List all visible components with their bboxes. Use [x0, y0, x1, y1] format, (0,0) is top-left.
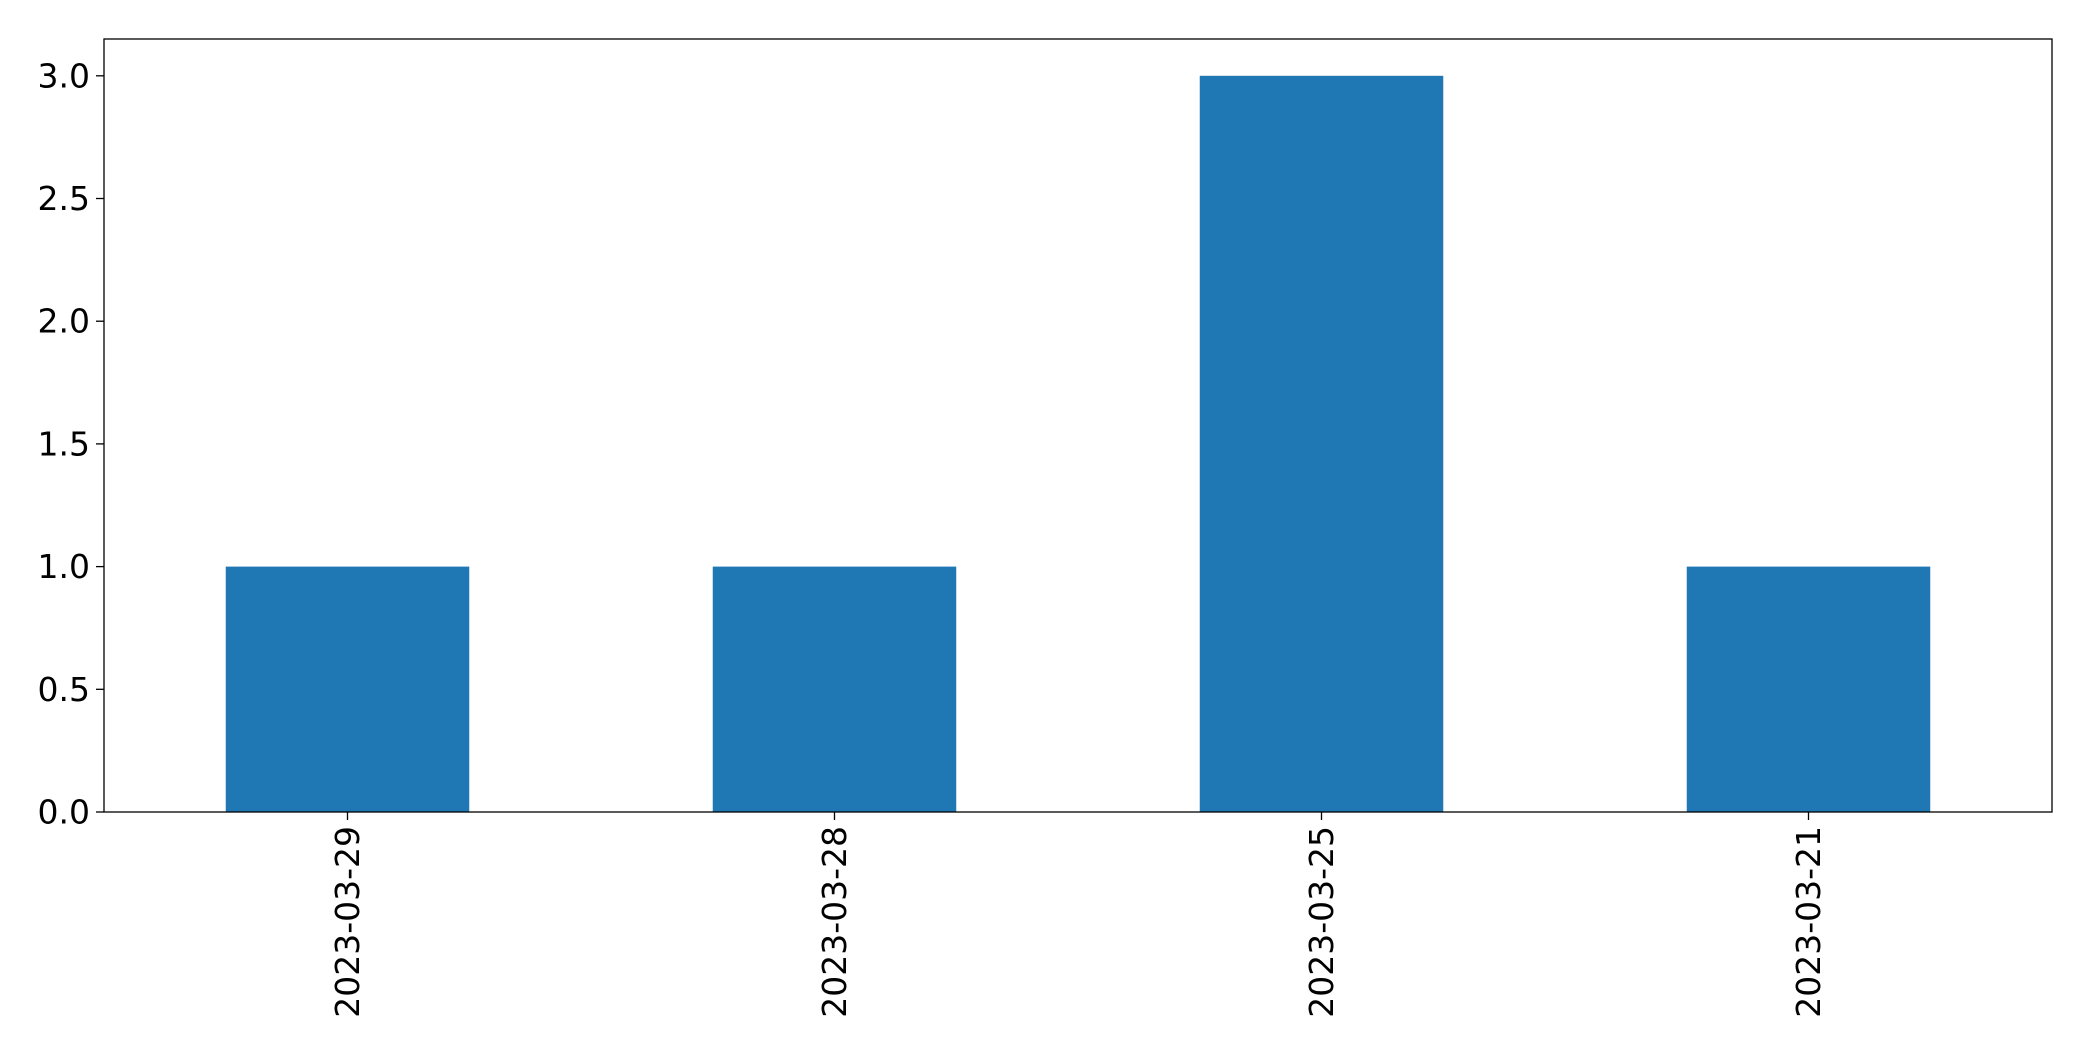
x-tick-label: 2023-03-29 [328, 826, 367, 1018]
x-tick-label: 2023-03-21 [1789, 826, 1828, 1018]
y-tick-label: 0.5 [38, 670, 90, 709]
x-axis: 2023-03-29 2023-03-28 2023-03-25 2023-03-21 [328, 812, 1828, 1018]
x-tick-label: 2023-03-25 [1302, 826, 1341, 1018]
y-tick-label: 1.0 [38, 547, 90, 586]
y-axis: 0.0 0.5 1.0 1.5 2.0 2.5 3.0 [38, 56, 104, 832]
y-tick-label: 2.0 [38, 302, 90, 341]
y-tick-label: 3.0 [38, 56, 90, 95]
plot-area-frame [103, 38, 2053, 813]
bar-2023-03-21 [1686, 566, 1931, 812]
bar-2023-03-28 [712, 566, 957, 812]
bar-series [225, 75, 1931, 813]
y-tick-label: 1.5 [38, 424, 90, 463]
x-tick-label: 2023-03-28 [815, 826, 854, 1018]
y-tick-label: 0.0 [38, 793, 90, 832]
y-tick-label: 2.5 [38, 179, 90, 218]
bar-2023-03-25 [1199, 75, 1444, 813]
bar-2023-03-29 [225, 566, 470, 812]
